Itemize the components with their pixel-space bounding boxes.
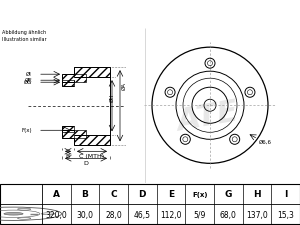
Bar — [62, 80, 74, 86]
Text: F(x): F(x) — [21, 128, 32, 133]
Text: C: C — [110, 190, 117, 199]
Text: ØH: ØH — [110, 94, 115, 102]
Text: 530113: 530113 — [188, 8, 244, 20]
Text: A: A — [53, 190, 60, 199]
Text: ATE: ATE — [175, 98, 242, 137]
Circle shape — [18, 208, 31, 210]
Text: C (MTH): C (MTH) — [80, 154, 105, 159]
Bar — [74, 67, 110, 77]
Text: F(x): F(x) — [192, 192, 207, 198]
Text: I: I — [284, 190, 287, 199]
Circle shape — [4, 212, 23, 215]
Text: 46,5: 46,5 — [134, 211, 151, 220]
Bar — [62, 130, 86, 138]
Text: 28,0: 28,0 — [105, 211, 122, 220]
Text: 15,3: 15,3 — [277, 211, 294, 220]
Text: 112,0: 112,0 — [160, 211, 182, 220]
Bar — [74, 135, 110, 145]
Text: ØI: ØI — [26, 72, 32, 77]
Text: E: E — [168, 190, 174, 199]
Text: 68,0: 68,0 — [220, 211, 237, 220]
Text: 5/9: 5/9 — [194, 211, 206, 220]
Text: Abbildung ähnlich
Illustration similar: Abbildung ähnlich Illustration similar — [2, 30, 46, 42]
Bar — [62, 126, 74, 132]
Text: ØE: ØE — [24, 78, 32, 83]
Text: 24.0330-0113.1: 24.0330-0113.1 — [52, 8, 170, 20]
Circle shape — [18, 217, 31, 219]
Text: B: B — [82, 190, 88, 199]
Bar — [62, 74, 86, 82]
Text: 137,0: 137,0 — [246, 211, 268, 220]
Text: D: D — [139, 190, 146, 199]
Text: G: G — [225, 190, 232, 199]
Text: B: B — [66, 154, 70, 159]
Text: 30,0: 30,0 — [76, 211, 94, 220]
Text: 320,0: 320,0 — [46, 211, 67, 220]
Text: ØG: ØG — [23, 80, 32, 85]
Text: D: D — [84, 161, 88, 166]
Text: ØA: ØA — [122, 82, 127, 90]
Circle shape — [41, 213, 55, 215]
Text: Ø6,6: Ø6,6 — [259, 140, 272, 144]
Text: H: H — [253, 190, 261, 199]
